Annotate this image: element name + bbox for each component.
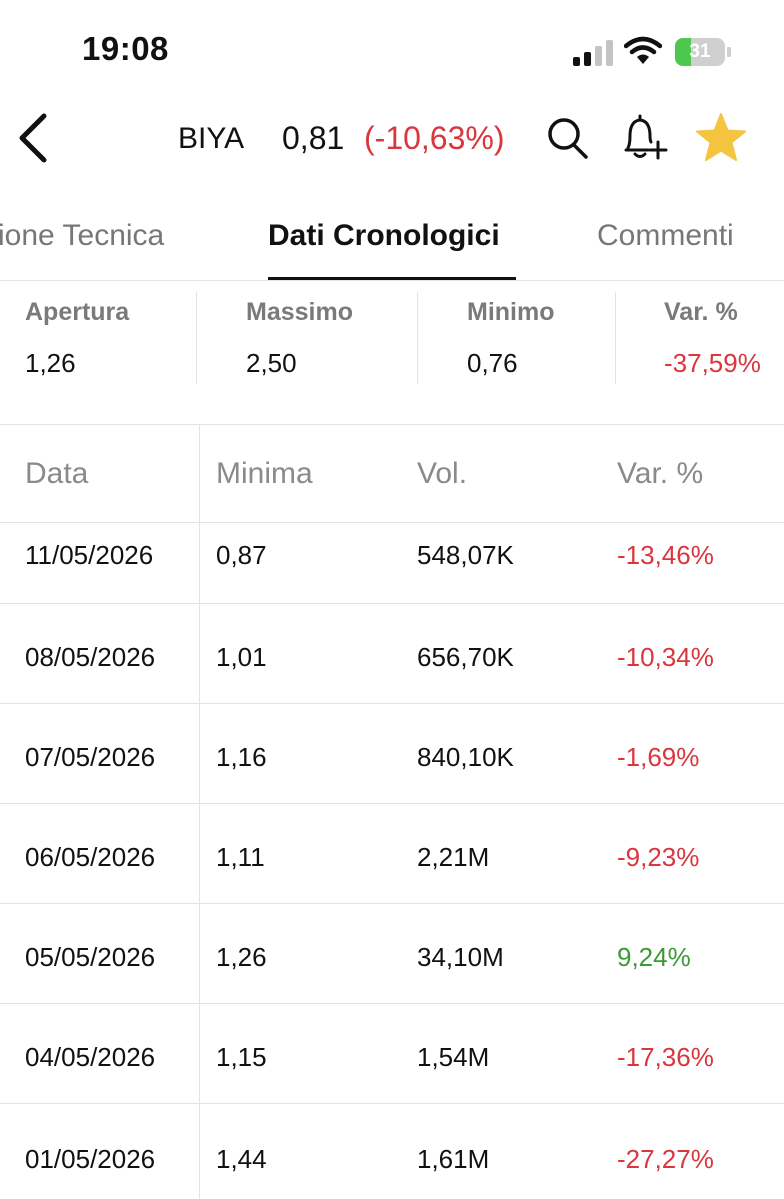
bell-plus-icon[interactable]: [620, 112, 668, 164]
last-price: 0,81: [282, 120, 345, 156]
star-icon[interactable]: [694, 112, 748, 164]
tab-technical-analysis[interactable]: ione Tecnica: [0, 219, 165, 252]
search-icon[interactable]: [546, 114, 590, 162]
battery-fill: [675, 38, 691, 66]
cell-low: 1,15: [216, 1042, 267, 1072]
cell-change: -27,27%: [617, 1144, 714, 1174]
table-row[interactable]: 05/05/2026 1,26 34,10M 9,24%: [0, 904, 784, 1004]
stat-value: 0,76: [467, 348, 518, 378]
table-header: Data Minima Vol. Var. %: [0, 425, 784, 523]
stat-label: Massimo: [246, 298, 353, 326]
column-header-date[interactable]: Data: [25, 457, 89, 490]
column-divider: [199, 425, 200, 1199]
tab-historical-data[interactable]: Dati Cronologici: [268, 219, 500, 252]
stat-value: 1,26: [25, 348, 76, 378]
cell-change: -10,34%: [617, 642, 714, 672]
section-divider: [0, 424, 784, 425]
cell-low: 1,44: [216, 1144, 267, 1174]
price-change: (-10,63%): [364, 120, 505, 156]
cell-date: 05/05/2026: [25, 942, 156, 972]
cell-change: -13,46%: [617, 540, 714, 570]
table-row[interactable]: 11/05/2026 0,87 548,07K -13,46%: [0, 524, 784, 604]
cell-date: 11/05/2026: [25, 540, 154, 570]
quote-header: BIYA 0,81 (-10,63%): [0, 100, 784, 180]
column-header-change[interactable]: Var. %: [617, 457, 704, 490]
battery-icon: 31: [675, 38, 731, 66]
cell-change: -17,36%: [617, 1042, 714, 1072]
cell-change: -1,69%: [617, 742, 700, 772]
active-tab-indicator: [268, 277, 516, 280]
cell-volume: 1,61M: [417, 1144, 490, 1174]
cell-date: 04/05/2026: [25, 1042, 156, 1072]
status-time: 19:08: [82, 30, 169, 67]
column-header-volume[interactable]: Vol.: [417, 457, 468, 490]
stat-value: 2,50: [246, 348, 297, 378]
cell-volume: 34,10M: [417, 942, 504, 972]
back-icon[interactable]: [14, 110, 54, 166]
battery-body: 31: [675, 38, 725, 66]
cell-low: 1,01: [216, 642, 267, 672]
cell-low: 1,11: [216, 842, 265, 872]
cell-volume: 1,54M: [417, 1042, 490, 1072]
cell-volume: 840,10K: [417, 742, 514, 772]
cell-low: 0,87: [216, 540, 267, 570]
cell-date: 07/05/2026: [25, 742, 156, 772]
table-row[interactable]: 06/05/2026 1,11 2,21M -9,23%: [0, 804, 784, 904]
cell-date: 08/05/2026: [25, 642, 156, 672]
tab-bar: ione Tecnica Dati Cronologici Commenti: [0, 195, 784, 281]
stat-label: Apertura: [25, 298, 130, 326]
table-row[interactable]: 08/05/2026 1,01 656,70K -10,34%: [0, 604, 784, 704]
wifi-icon: [624, 36, 662, 64]
table-row[interactable]: 07/05/2026 1,16 840,10K -1,69%: [0, 704, 784, 804]
cellular-signal-icon: [573, 40, 613, 66]
cell-date: 01/05/2026: [25, 1144, 156, 1174]
cell-change: -9,23%: [617, 842, 700, 872]
status-bar: 19:08 31: [0, 0, 784, 100]
cell-volume: 548,07K: [417, 540, 514, 570]
stat-label: Minimo: [467, 298, 555, 326]
battery-level: 31: [689, 41, 711, 62]
cell-change: 9,24%: [617, 942, 691, 972]
stat-divider: [417, 292, 418, 384]
cell-volume: 656,70K: [417, 642, 514, 672]
ticker-symbol: BIYA: [178, 122, 245, 155]
stat-divider: [196, 292, 197, 384]
summary-stats: Apertura 1,26 Massimo 2,50 Minimo 0,76 V…: [0, 282, 784, 392]
cell-low: 1,26: [216, 942, 267, 972]
cell-date: 06/05/2026: [25, 842, 156, 872]
tab-comments[interactable]: Commenti: [597, 219, 734, 252]
cell-low: 1,16: [216, 742, 267, 772]
stat-value: -37,59%: [664, 348, 761, 378]
battery-tip: [727, 47, 731, 57]
table-row[interactable]: 04/05/2026 1,15 1,54M -17,36%: [0, 1004, 784, 1104]
column-header-low[interactable]: Minima: [216, 457, 313, 490]
stat-label: Var. %: [664, 298, 738, 326]
cell-volume: 2,21M: [417, 842, 490, 872]
stat-divider: [615, 292, 616, 384]
table-row[interactable]: 01/05/2026 1,44 1,61M -27,27%: [0, 1104, 784, 1199]
